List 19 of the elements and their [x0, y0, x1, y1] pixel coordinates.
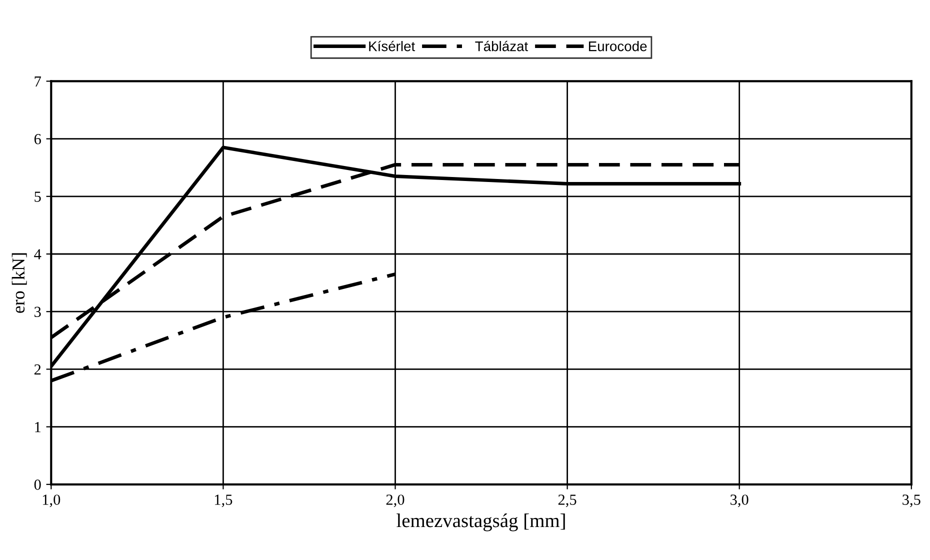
legend-label: Kísérlet: [369, 40, 416, 52]
y-tick-label: 7: [34, 76, 41, 86]
y-tick-label: 0: [34, 480, 41, 490]
x-tick-label: 3,0: [730, 494, 748, 508]
x-tick-label: 2,5: [558, 494, 576, 508]
y-tick-label: 5: [34, 192, 41, 202]
x-tick-label: 1,5: [214, 494, 232, 508]
x-tick-label: 3,5: [902, 494, 920, 508]
y-tick-label: 1: [35, 422, 41, 432]
y-tick-label: 4: [34, 249, 42, 260]
x-tick-label: 1,0: [42, 494, 60, 508]
y-tick-label: 3: [34, 306, 41, 318]
x-axis-title: lemezvastagság [mm]: [396, 514, 565, 532]
y-axis-title: ero [kN]: [12, 253, 27, 313]
y-tick-label: 2: [34, 364, 41, 374]
y-tick-label: 6: [34, 134, 41, 144]
legend-label: Táblázat: [475, 40, 528, 52]
x-tick-label: 2,0: [386, 494, 404, 508]
legend-label: Eurocode: [588, 41, 647, 52]
